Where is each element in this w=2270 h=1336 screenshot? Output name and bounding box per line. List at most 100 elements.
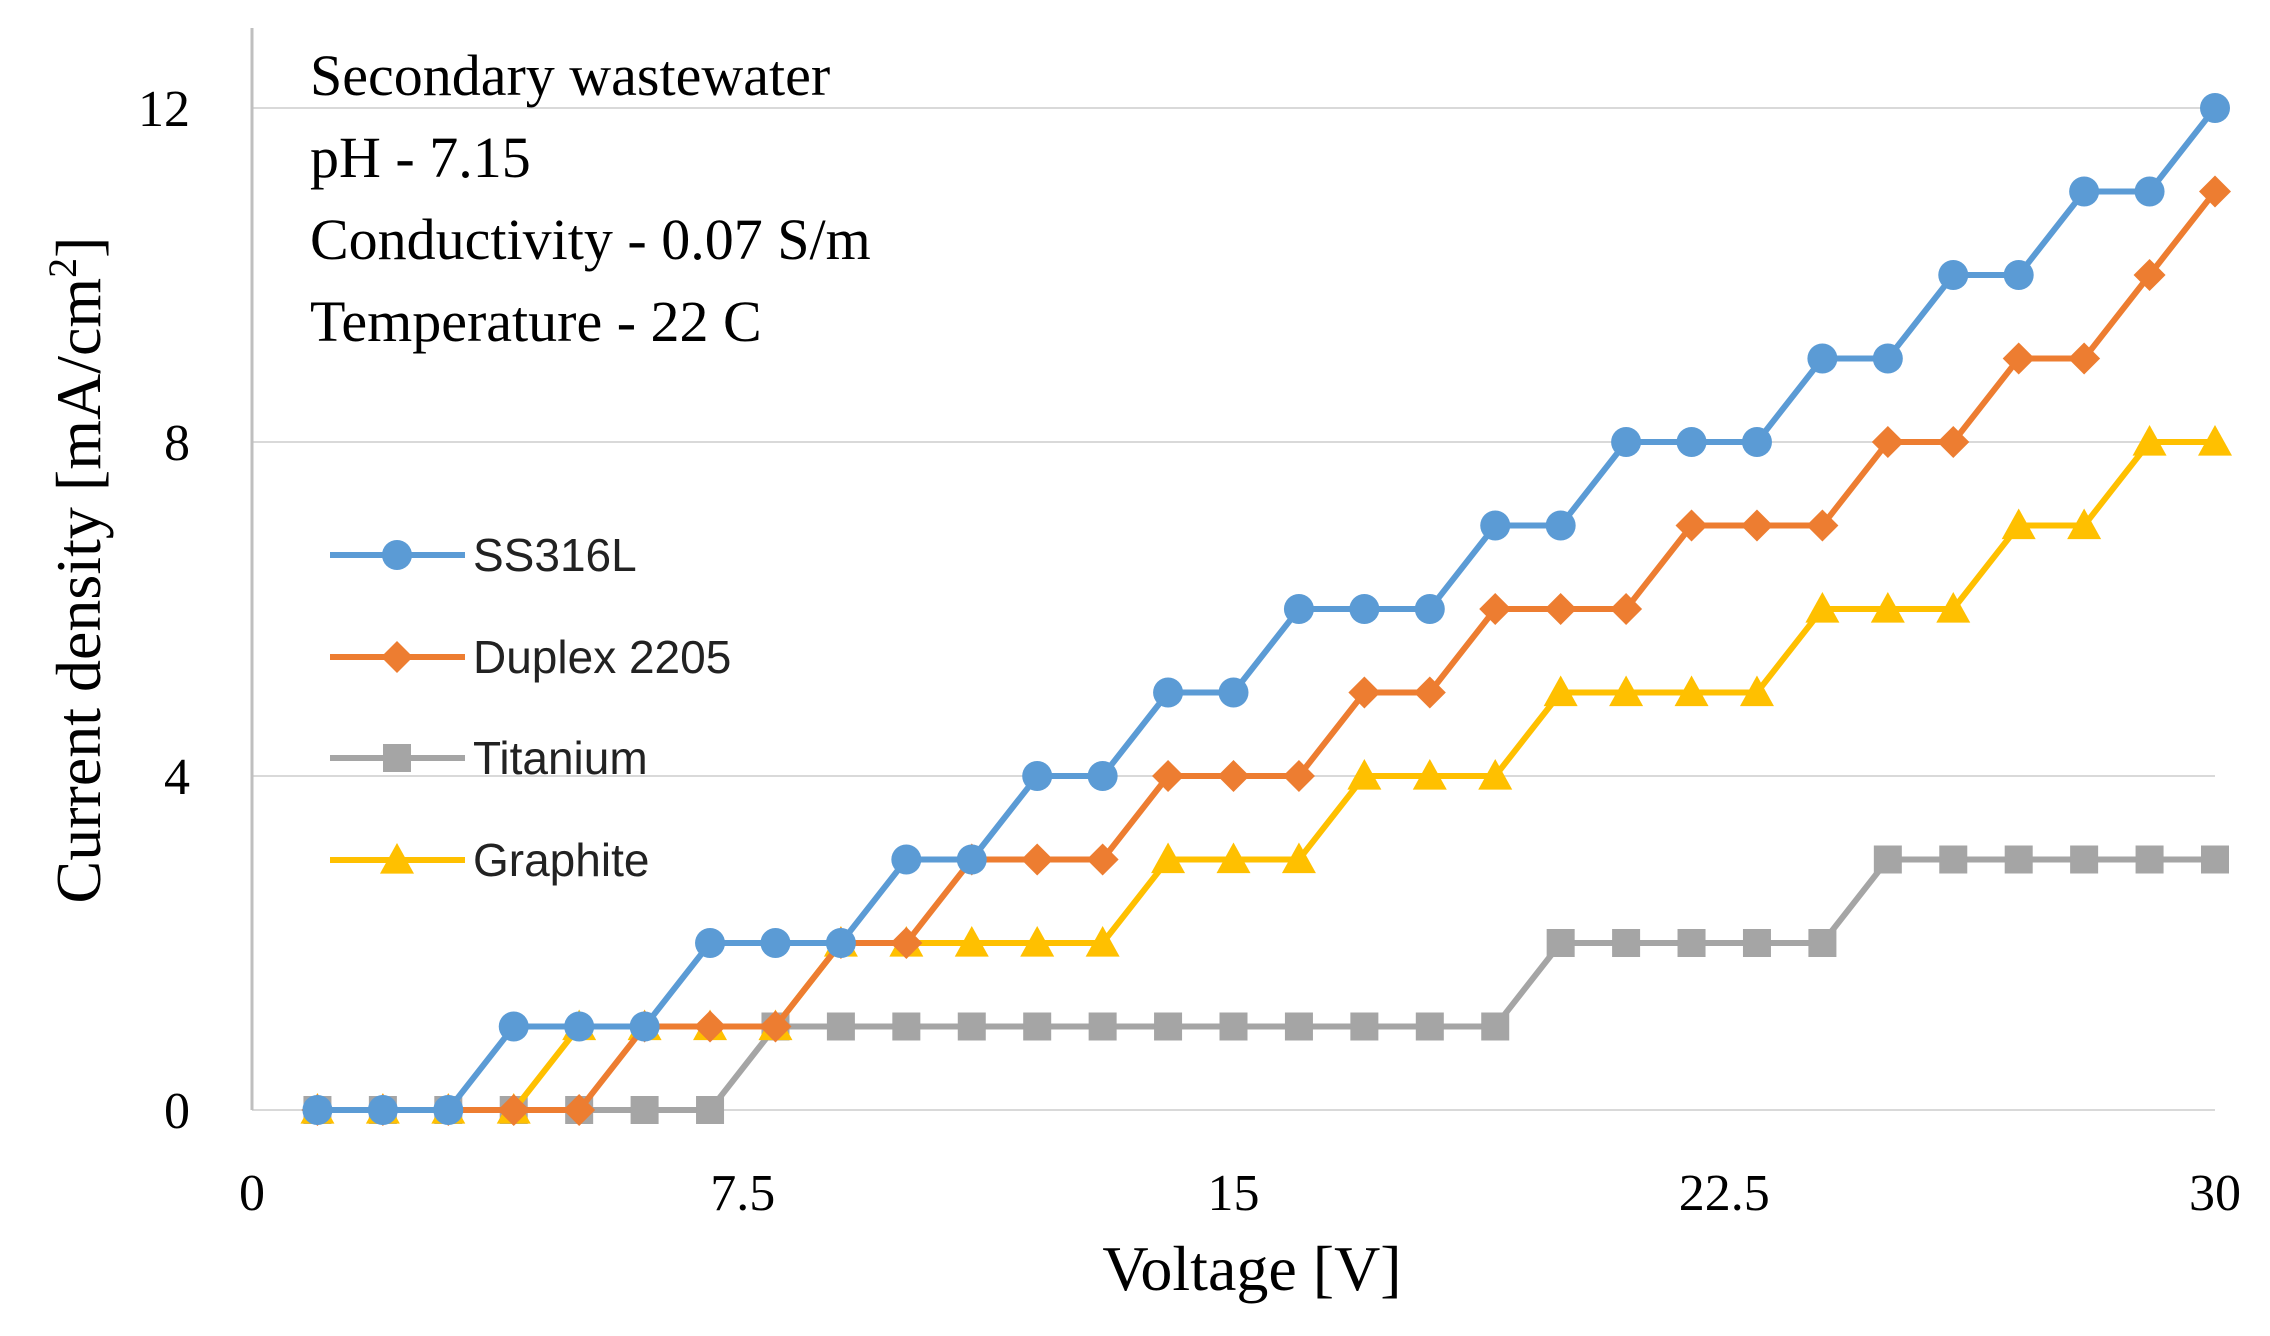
legend-label: Duplex 2205 bbox=[473, 631, 731, 683]
data-point bbox=[1087, 761, 1118, 791]
data-series bbox=[300, 93, 2232, 1126]
data-point bbox=[1350, 1012, 1379, 1041]
x-tick-label: 0 bbox=[239, 1165, 265, 1222]
data-point bbox=[1412, 759, 1447, 790]
data-point bbox=[694, 1010, 727, 1043]
info-line: Temperature - 22 C bbox=[310, 289, 762, 354]
data-point bbox=[1543, 675, 1578, 707]
data-point bbox=[1085, 926, 1120, 957]
data-point bbox=[1216, 842, 1251, 874]
data-point bbox=[1020, 926, 1055, 957]
data-point bbox=[1283, 594, 1314, 624]
data-point bbox=[1478, 759, 1513, 790]
data-point bbox=[2133, 259, 2166, 291]
data-point bbox=[630, 1096, 659, 1124]
data-point bbox=[954, 926, 989, 957]
data-point bbox=[1281, 842, 1316, 874]
data-point bbox=[1806, 509, 1839, 542]
data-point bbox=[1544, 593, 1577, 625]
y-tick-label: 4 bbox=[164, 749, 190, 806]
data-point bbox=[760, 928, 791, 958]
data-point bbox=[1937, 426, 1970, 458]
x-axis-title: Voltage [V] bbox=[1102, 1233, 1401, 1304]
data-point bbox=[1086, 843, 1119, 876]
data-point bbox=[1936, 592, 1971, 623]
data-point bbox=[1284, 1012, 1313, 1041]
data-point bbox=[1739, 675, 1774, 707]
data-point bbox=[1674, 675, 1709, 707]
data-point bbox=[1415, 1012, 1444, 1041]
legend-marker bbox=[380, 843, 414, 874]
data-point bbox=[497, 1094, 530, 1126]
data-point bbox=[892, 1012, 921, 1041]
data-point bbox=[1023, 1012, 1052, 1041]
y-tick-label: 8 bbox=[164, 415, 190, 472]
info-line: Conductivity - 0.07 S/m bbox=[310, 207, 871, 272]
y-axis-title: Current density [mA/cm2] bbox=[40, 237, 114, 904]
x-tick-label: 30 bbox=[2189, 1165, 2241, 1222]
y-axis-title-end: ] bbox=[43, 237, 114, 258]
data-point bbox=[1479, 593, 1512, 625]
data-point bbox=[1152, 760, 1185, 792]
info-line: pH - 7.15 bbox=[310, 125, 531, 190]
legend-marker bbox=[383, 744, 411, 772]
data-point bbox=[1545, 510, 1576, 541]
legend-marker bbox=[381, 641, 413, 673]
data-point bbox=[826, 1012, 855, 1041]
data-point bbox=[891, 844, 922, 875]
data-point bbox=[2199, 175, 2231, 208]
info-annotation: Secondary wastewater pH - 7.15 Conductiv… bbox=[310, 43, 871, 354]
data-point bbox=[759, 1010, 792, 1043]
data-point bbox=[1218, 677, 1249, 708]
data-point bbox=[563, 1094, 596, 1126]
y-axis-title-superscript: 2 bbox=[40, 258, 85, 278]
data-point bbox=[890, 927, 923, 959]
data-point bbox=[302, 1095, 333, 1125]
data-point bbox=[1153, 677, 1184, 708]
y-tick-labels: 0 4 8 12 bbox=[138, 81, 190, 1140]
y-tick-label: 12 bbox=[138, 81, 190, 138]
data-point bbox=[1870, 592, 1905, 623]
data-point bbox=[1219, 1012, 1248, 1041]
x-tick-labels: 0 7.5 15 22.5 30 bbox=[239, 1165, 2241, 1222]
legend-item-duplex-2205: Duplex 2205 bbox=[330, 631, 731, 683]
legend-label: Titanium bbox=[473, 732, 648, 784]
data-point bbox=[1021, 843, 1054, 876]
data-point bbox=[1873, 845, 1902, 874]
data-point bbox=[1414, 594, 1445, 624]
y-axis-title-text: Current density [mA/cm bbox=[43, 278, 114, 904]
data-point bbox=[2201, 845, 2229, 874]
data-point bbox=[2001, 508, 2036, 540]
data-point bbox=[2135, 845, 2164, 874]
gridlines bbox=[252, 107, 2215, 1111]
x-tick-label: 7.5 bbox=[710, 1165, 775, 1222]
data-point bbox=[1677, 929, 1706, 957]
data-point bbox=[1413, 676, 1446, 709]
data-point bbox=[696, 1096, 725, 1124]
data-point bbox=[957, 1012, 986, 1041]
series-ss316l bbox=[302, 93, 2230, 1125]
data-point bbox=[1022, 761, 1053, 791]
data-point bbox=[1481, 1012, 1510, 1041]
legend: SS316L Duplex 2205 Titanium Graphite bbox=[330, 529, 731, 886]
legend-item-graphite: Graphite bbox=[330, 834, 649, 886]
data-point bbox=[1151, 842, 1186, 874]
data-point bbox=[1808, 929, 1837, 957]
data-point bbox=[1609, 675, 1644, 707]
data-point bbox=[1938, 260, 1969, 290]
data-point bbox=[1805, 592, 1840, 623]
data-point bbox=[629, 1011, 660, 1042]
data-point bbox=[2003, 260, 2034, 290]
legend-item-ss316l: SS316L bbox=[330, 529, 637, 581]
data-point bbox=[1217, 760, 1250, 792]
data-point bbox=[1871, 426, 1904, 458]
info-line: Secondary wastewater bbox=[310, 43, 830, 108]
data-point bbox=[1348, 676, 1381, 709]
legend-label: Graphite bbox=[473, 834, 649, 886]
data-point bbox=[2067, 508, 2102, 540]
legend-item-titanium: Titanium bbox=[330, 732, 648, 784]
data-point bbox=[1349, 594, 1380, 624]
data-point bbox=[1282, 760, 1315, 792]
data-point bbox=[1741, 427, 1772, 457]
